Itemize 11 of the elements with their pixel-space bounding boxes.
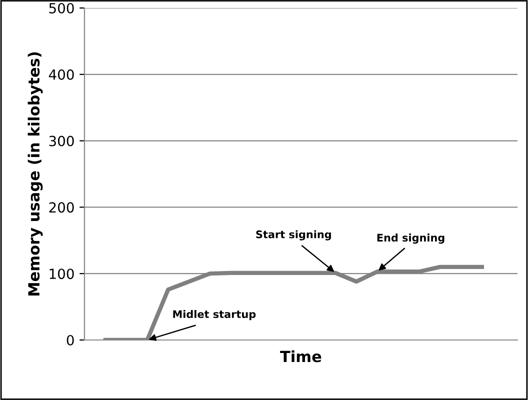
x-axis-title: Time [280,350,322,362]
y-tick-label: 100 [50,268,74,280]
y-axis-title: Memory usage (in kilobytes) [28,52,43,296]
y-tick-label: 300 [49,136,74,146]
y-tick-label: 500 [49,2,74,14]
y-tick-label: 400 [48,69,74,80]
y-tick-label: 200 [49,202,74,213]
y-tick-label: 0 [66,334,74,346]
annotation: End signing [377,234,444,244]
annotation: Midlet startup [173,310,256,320]
annotation: Start signing [256,230,331,240]
